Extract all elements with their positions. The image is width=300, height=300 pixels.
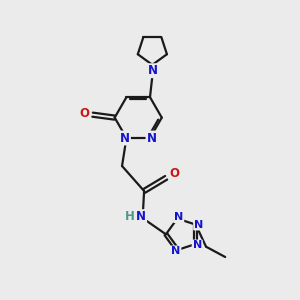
Text: N: N [174,212,183,222]
Text: N: N [171,246,180,256]
Text: N: N [120,131,130,145]
Text: N: N [148,64,158,77]
Text: O: O [79,107,89,120]
Text: N: N [194,220,203,230]
Text: N: N [146,131,157,145]
Text: N: N [136,210,146,223]
Text: O: O [169,167,179,180]
Text: N: N [193,241,202,250]
Text: H: H [124,210,134,223]
